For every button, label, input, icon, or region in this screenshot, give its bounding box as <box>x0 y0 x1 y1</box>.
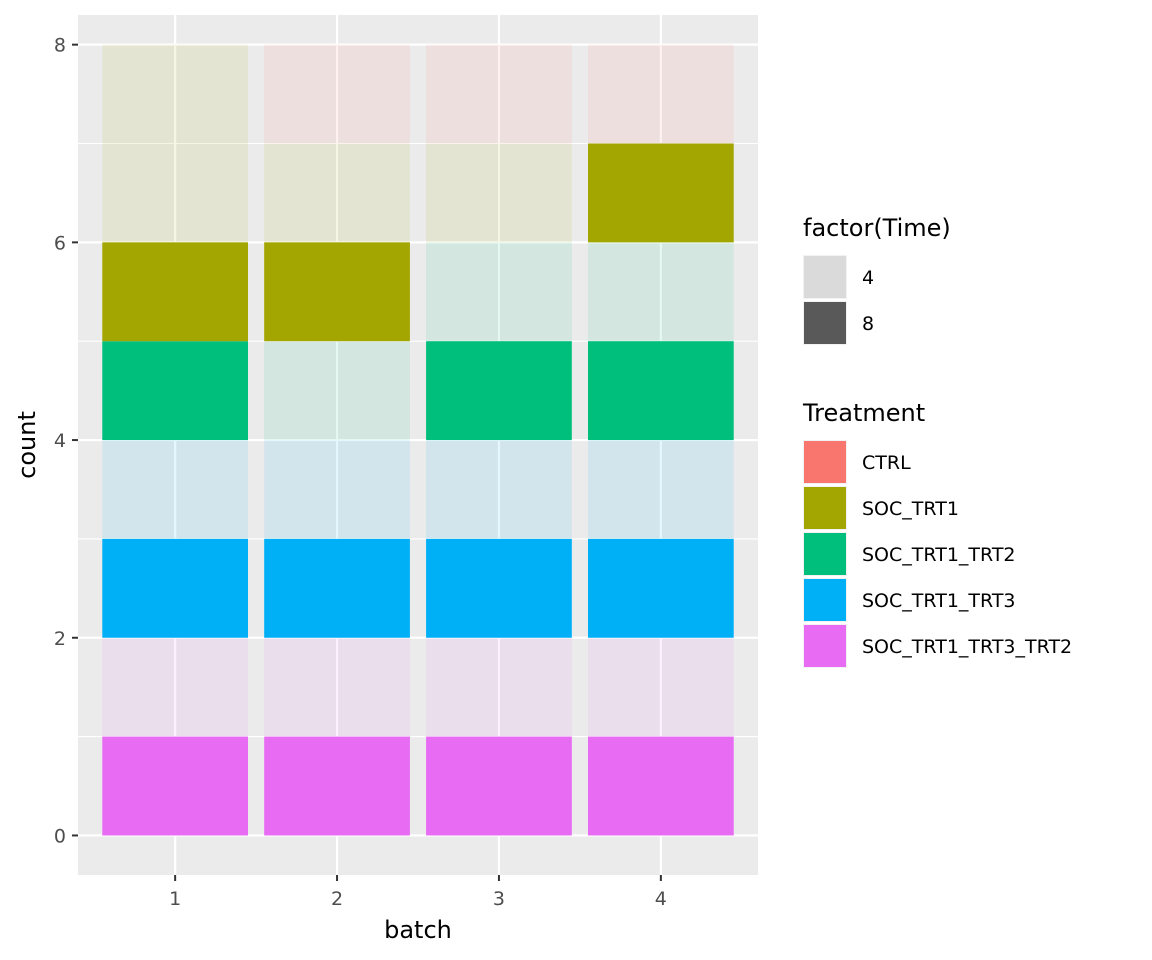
legend-entry: SOC_TRT1_TRT3_TRT2 <box>803 624 1072 668</box>
legend-title: Treatment <box>802 399 925 427</box>
bar-segment <box>426 44 572 144</box>
legend-label: SOC_TRT1_TRT2 <box>862 544 1016 566</box>
legend-label: SOC_TRT1_TRT3 <box>862 590 1016 612</box>
legend-label: CTRL <box>862 452 911 474</box>
bar-segment <box>588 242 734 342</box>
x-tick-label: 3 <box>493 888 505 910</box>
y-axis: 0 2 4 6 8 <box>54 35 78 847</box>
bar-segment <box>426 736 572 836</box>
bar-segment <box>264 538 410 638</box>
bar-segment <box>426 341 572 441</box>
y-tick-label: 4 <box>54 430 66 452</box>
legend-key <box>804 256 846 298</box>
bar-segment <box>264 143 410 243</box>
legend-key <box>804 441 846 483</box>
legend-entry: 4 <box>803 255 874 299</box>
bar-segment <box>102 341 249 441</box>
y-tick-label: 6 <box>54 232 66 254</box>
legend-key <box>804 302 846 344</box>
bar-segment <box>588 637 734 737</box>
bar-segment <box>588 736 734 836</box>
bar-segment <box>588 341 734 441</box>
legend-key <box>804 625 846 667</box>
x-tick-label: 4 <box>655 888 667 910</box>
legend-entry: CTRL <box>803 440 911 484</box>
bar-segment <box>264 242 410 342</box>
legend-title: factor(Time) <box>803 214 951 242</box>
y-tick-label: 2 <box>54 628 66 650</box>
bar-segment <box>264 440 410 539</box>
legend-label: 8 <box>862 313 874 335</box>
bar-segment <box>102 440 249 539</box>
x-tick-label: 2 <box>331 888 343 910</box>
bar-segment <box>102 242 249 342</box>
bar-segment <box>588 44 734 144</box>
y-tick-label: 0 <box>54 825 66 847</box>
legend-label: SOC_TRT1 <box>862 498 959 520</box>
y-tick-label: 8 <box>54 35 66 57</box>
legend-entry: 8 <box>803 301 874 345</box>
legend-entry: SOC_TRT1_TRT2 <box>803 532 1016 576</box>
x-tick-label: 1 <box>169 888 181 910</box>
x-axis: 1 2 3 4 <box>169 875 667 910</box>
bar-segment <box>588 440 734 539</box>
bar-segment <box>426 440 572 539</box>
legend-area: factor(Time) 4 8 Treatment CTRL SOC_TRT1 SOC_T… <box>802 214 1072 668</box>
legend-entry: SOC_TRT1 <box>803 486 959 530</box>
bar-segment <box>264 44 410 144</box>
legend-label: SOC_TRT1_TRT3_TRT2 <box>862 636 1072 658</box>
bar-segment <box>426 143 572 243</box>
bar-segment <box>588 143 734 243</box>
bar-segment <box>264 637 410 737</box>
legend-label: 4 <box>862 267 874 289</box>
bars <box>102 44 734 836</box>
bar-segment <box>102 736 249 836</box>
legend-key <box>804 487 846 529</box>
bar-segment <box>264 341 410 441</box>
bar-segment <box>102 44 249 243</box>
bar-segment <box>264 736 410 836</box>
bar-segment <box>426 242 572 342</box>
legend-entry: SOC_TRT1_TRT3 <box>803 578 1016 622</box>
legend-key <box>804 579 846 621</box>
bar-segment <box>102 637 249 737</box>
x-axis-title: batch <box>384 916 452 944</box>
bar-segment <box>588 538 734 638</box>
bar-segment <box>426 637 572 737</box>
bar-segment <box>102 538 249 638</box>
legend-key <box>804 533 846 575</box>
y-axis-title: count <box>13 411 41 479</box>
bar-segment <box>426 538 572 638</box>
